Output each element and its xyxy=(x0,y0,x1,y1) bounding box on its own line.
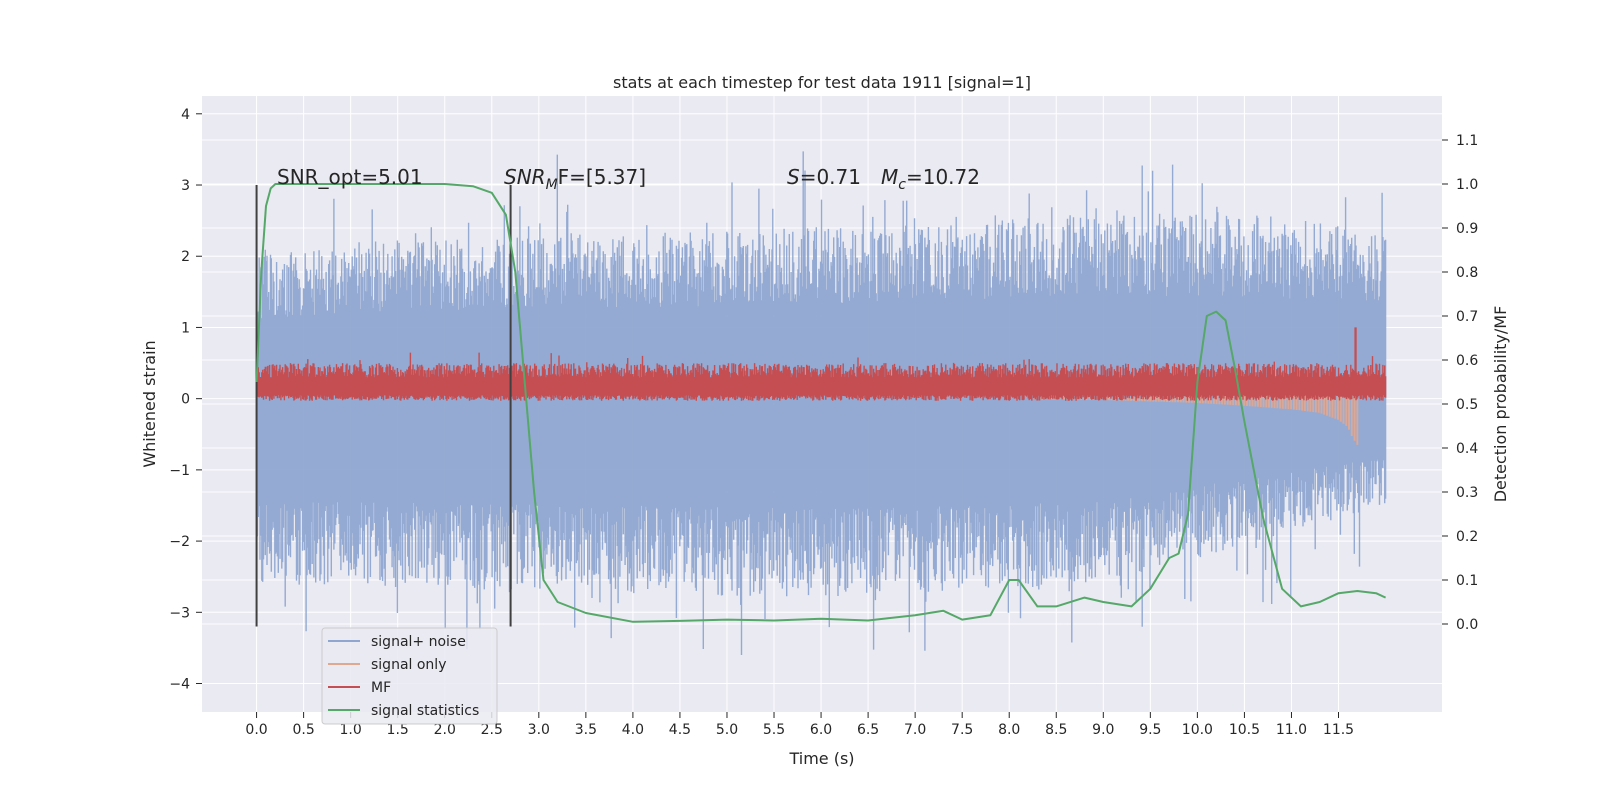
annotation-mc-rest: =10.72 xyxy=(906,165,980,189)
x-tick-label: 8.5 xyxy=(1045,722,1067,738)
annotation-snr-mf-sub: M xyxy=(546,177,558,193)
annotation-mc: Mc=10.72 xyxy=(881,165,980,193)
y-tick-label-left: 4 xyxy=(181,107,190,123)
y-tick-label-left: −4 xyxy=(169,677,190,693)
y-tick-label-right: 0.0 xyxy=(1456,617,1478,633)
x-tick-label: 6.0 xyxy=(810,722,832,738)
x-axis-label: Time (s) xyxy=(788,749,854,768)
x-tick-label: 2.0 xyxy=(434,722,456,738)
y-tick-label-left: −2 xyxy=(169,534,190,550)
legend-label-stats: signal statistics xyxy=(371,703,479,719)
x-tick-label: 7.0 xyxy=(904,722,926,738)
x-tick-label: 0.5 xyxy=(292,722,314,738)
annotation-mc-main: M xyxy=(881,165,898,189)
y-tick-label-left: 0 xyxy=(181,392,190,408)
annotation-mc-sub: c xyxy=(898,177,906,193)
annotation-s-main: S xyxy=(787,165,800,189)
vertical-markers xyxy=(255,185,512,627)
x-tick-label: 9.0 xyxy=(1092,722,1114,738)
annotation-s-rest: =0.71 xyxy=(800,165,861,189)
x-tick-label: 5.5 xyxy=(763,722,785,738)
tick-labels: 0.0 0.5 1.0 1.5 2.0 2.5 3.0 3.5 4.0 4.5 5.0 5.5 6.0 6… xyxy=(169,107,1478,738)
y-tick-label-right: 0.2 xyxy=(1456,529,1478,545)
y-tick-label-left: 3 xyxy=(181,178,190,194)
x-tick-label: 3.0 xyxy=(528,722,550,738)
x-tick-label: 4.5 xyxy=(669,722,691,738)
legend-label-signal-only: signal only xyxy=(371,657,446,673)
y-axis-label-right: Detection probability/MF xyxy=(1491,306,1510,503)
y-tick-label-left: −3 xyxy=(169,605,190,621)
x-tick-label: 8.0 xyxy=(998,722,1020,738)
y-tick-label-right: 0.5 xyxy=(1456,397,1478,413)
x-tick-label: 4.0 xyxy=(622,722,644,738)
signal-statistics-series xyxy=(255,183,1387,623)
y-tick-label-left: 2 xyxy=(181,249,190,265)
y-tick-label-left: −1 xyxy=(169,463,190,479)
y-tick-label-right: 0.4 xyxy=(1456,441,1478,457)
chart-title: stats at each timestep for test data 191… xyxy=(613,73,1031,92)
x-tick-label: 1.0 xyxy=(340,722,362,738)
y-tick-label-right: 1.0 xyxy=(1456,177,1478,193)
x-tick-label: 7.5 xyxy=(951,722,973,738)
y-tick-label-right: 0.6 xyxy=(1456,353,1478,369)
y-tick-label-right: 1.1 xyxy=(1456,133,1478,149)
x-tick-label: 11.5 xyxy=(1323,722,1354,738)
annotation-snr-mf-rest: F=[5.37] xyxy=(558,165,646,189)
x-tick-label: 1.5 xyxy=(387,722,409,738)
annotation-s: S=0.71 xyxy=(787,165,861,189)
signal-statistics-line xyxy=(255,183,1387,623)
annotations: SNR_opt=5.01 SNRMF=[5.37] S=0.71 Mc=10.7… xyxy=(277,165,980,193)
x-tick-label: 9.5 xyxy=(1139,722,1161,738)
x-tick-label: 10.5 xyxy=(1229,722,1260,738)
y-tick-label-left: 1 xyxy=(181,320,190,336)
y-tick-label-right: 0.3 xyxy=(1456,485,1478,501)
x-tick-label: 3.5 xyxy=(575,722,597,738)
x-tick-label: 0.0 xyxy=(245,722,267,738)
legend: signal+ noise signal only MF signal stat… xyxy=(321,627,498,725)
legend-box xyxy=(321,627,498,725)
y-axis-label-left: Whitened strain xyxy=(140,340,159,467)
annotation-snr-mf-main: SNR xyxy=(504,165,546,189)
legend-label-signal-noise: signal+ noise xyxy=(371,634,466,650)
x-tick-label: 10.0 xyxy=(1182,722,1213,738)
y-tick-label-right: 0.1 xyxy=(1456,573,1478,589)
x-tick-label: 5.0 xyxy=(716,722,738,738)
annotation-snr-opt: SNR_opt=5.01 xyxy=(277,165,423,189)
x-tick-label: 6.5 xyxy=(857,722,879,738)
legend-label-mf: MF xyxy=(371,680,391,696)
y-tick-label-right: 0.8 xyxy=(1456,265,1478,281)
annotation-snr-mf: SNRMF=[5.37] xyxy=(504,165,646,193)
y-tick-label-right: 0.9 xyxy=(1456,221,1478,237)
y-tick-label-right: 0.7 xyxy=(1456,309,1478,325)
x-tick-label: 11.0 xyxy=(1276,722,1307,738)
x-tick-label: 2.5 xyxy=(481,722,503,738)
